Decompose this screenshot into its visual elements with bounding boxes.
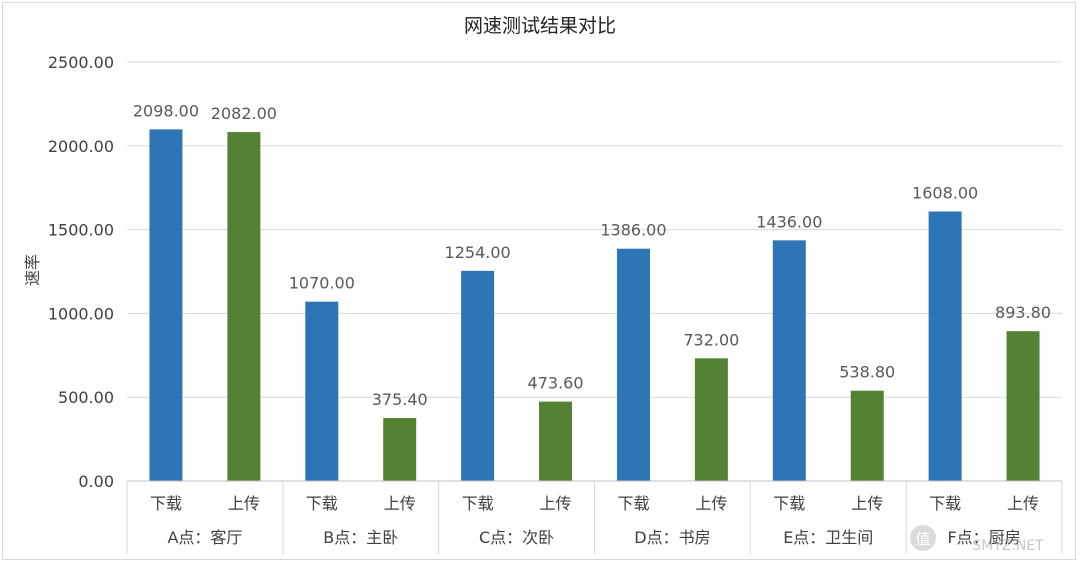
y-axis-label: 速率 xyxy=(23,254,42,286)
group-tick-label: C点：次卧 xyxy=(479,528,554,547)
series-tick-label: 下载 xyxy=(150,494,182,513)
y-tick-labels: 0.00 500.00 1000.00 1500.00 2000.00 2500.00 xyxy=(48,53,114,491)
series-tick-label: 下载 xyxy=(462,494,494,513)
bar-上传 xyxy=(694,358,728,481)
bar-下载 xyxy=(928,211,962,481)
y-tick-label: 0.00 xyxy=(78,472,114,491)
bars xyxy=(149,129,1040,482)
x-axis: 下载 上传 A点：客厅 下载 上传 B点：主卧 下载 上传 C点：次卧 下载 上传 D点：书房 下载 上传… xyxy=(126,480,1063,554)
series-tick-label: 上传 xyxy=(384,494,416,513)
bar-上传 xyxy=(1006,331,1040,481)
series-tick-label: 上传 xyxy=(540,494,572,513)
data-label: 732.00 xyxy=(683,330,739,349)
data-label: 1608.00 xyxy=(912,183,978,202)
y-tick-label: 2000.00 xyxy=(48,137,114,156)
data-label: 2082.00 xyxy=(211,104,277,123)
bar-下载 xyxy=(149,129,183,482)
data-label: 1386.00 xyxy=(600,221,666,240)
group-tick-label: E点：卫生间 xyxy=(783,528,873,547)
gridlines xyxy=(127,61,1062,482)
data-label: 893.80 xyxy=(995,303,1051,322)
data-label: 1070.00 xyxy=(289,274,355,293)
y-tick-label: 2500.00 xyxy=(48,53,114,72)
series-tick-label: 下载 xyxy=(617,494,649,513)
watermark-logo-glyph: 值 xyxy=(915,530,930,548)
data-labels: 2098.00 2082.00 1070.00 375.40 1254.00 473.60… xyxy=(133,101,1051,409)
watermark-text: SMYZ.NET xyxy=(972,538,1044,554)
series-tick-label: 上传 xyxy=(1007,494,1039,513)
group-tick-label: F点：厨房 xyxy=(947,528,1020,547)
data-label: 375.40 xyxy=(372,390,428,409)
data-label: 473.60 xyxy=(528,374,584,393)
bar-上传 xyxy=(539,401,573,481)
watermark: 值 SMYZ.NET xyxy=(910,525,1044,554)
series-tick-label: 下载 xyxy=(929,494,961,513)
y-tick-label: 1000.00 xyxy=(48,304,114,323)
bar-上传 xyxy=(850,390,884,481)
group-tick-label: A点：客厅 xyxy=(167,528,242,547)
bar-下载 xyxy=(772,240,806,481)
watermark-logo-icon xyxy=(910,525,936,551)
series-tick-label: 上传 xyxy=(228,494,260,513)
bar-下载 xyxy=(461,270,495,481)
data-label: 1254.00 xyxy=(445,243,511,262)
data-label: 538.80 xyxy=(839,363,895,382)
bar-下载 xyxy=(616,248,650,481)
series-tick-label: 下载 xyxy=(306,494,338,513)
chart-title: 网速测试结果对比 xyxy=(464,15,616,37)
series-tick-label: 上传 xyxy=(695,494,727,513)
y-tick-label: 1500.00 xyxy=(48,221,114,240)
y-tick-label: 500.00 xyxy=(58,388,114,407)
data-label: 2098.00 xyxy=(133,101,199,120)
bar-上传 xyxy=(383,418,417,481)
series-tick-label: 下载 xyxy=(773,494,805,513)
data-label: 1436.00 xyxy=(756,212,822,231)
group-tick-label: B点：主卧 xyxy=(323,528,398,547)
bar-下载 xyxy=(305,301,339,481)
group-tick-label: D点：书房 xyxy=(634,528,710,547)
bar-上传 xyxy=(227,132,261,481)
series-tick-label: 上传 xyxy=(851,494,883,513)
